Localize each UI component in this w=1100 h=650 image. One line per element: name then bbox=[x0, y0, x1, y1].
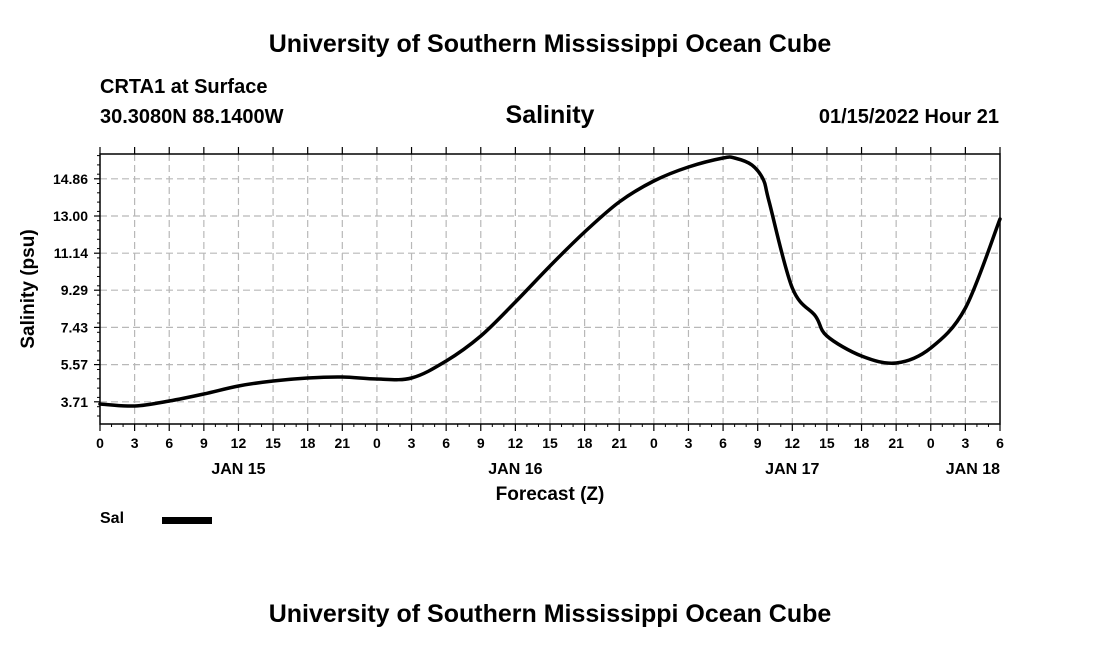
day-labels: JAN 15 JAN 16 JAN 17 JAN 18 bbox=[211, 461, 1000, 478]
station-label: CRTA1 at Surface bbox=[100, 76, 268, 98]
x-tick-label: 18 bbox=[300, 435, 316, 451]
x-tick-label: 6 bbox=[719, 435, 727, 451]
x-tick-label: 12 bbox=[508, 435, 524, 451]
y-tick-label: 13.00 bbox=[53, 208, 88, 224]
salinity-series-line bbox=[98, 155, 1002, 408]
legend-swatch bbox=[162, 517, 212, 524]
station-coordinates: 30.3080N 88.1400W bbox=[100, 106, 284, 128]
y-tick-label: 5.57 bbox=[61, 357, 88, 373]
x-tick-label: 0 bbox=[650, 435, 658, 451]
x-tick-label: 6 bbox=[442, 435, 450, 451]
x-tick-label: 9 bbox=[477, 435, 485, 451]
x-tick-label: 3 bbox=[961, 435, 969, 451]
x-tick-labels: 0 3 6 9 12 15 18 21 0 3 6 9 12 15 18 21 0 3 6 9 12 15 18 21 0 3 6 bbox=[96, 435, 1004, 451]
x-tick-label: 6 bbox=[165, 435, 173, 451]
day-label: JAN 15 bbox=[211, 461, 265, 478]
page-title: University of Southern Mississippi Ocean… bbox=[268, 30, 832, 58]
plot-frame bbox=[99, 153, 1001, 425]
chart-title: Salinity bbox=[505, 101, 595, 129]
x-tick-label: 0 bbox=[96, 435, 104, 451]
footer-title: University of Southern Mississippi Ocean… bbox=[268, 600, 832, 628]
x-tick-label: 0 bbox=[927, 435, 935, 451]
x-tick-label: 3 bbox=[408, 435, 416, 451]
x-tick-label: 15 bbox=[542, 435, 558, 451]
day-label: JAN 16 bbox=[488, 461, 542, 478]
x-tick-label: 21 bbox=[611, 435, 627, 451]
x-tick-label: 15 bbox=[265, 435, 281, 451]
y-tick-label: 3.71 bbox=[61, 394, 88, 410]
x-tick-label: 0 bbox=[373, 435, 381, 451]
y-tick-label: 7.43 bbox=[61, 319, 88, 335]
x-tick-label: 3 bbox=[685, 435, 693, 451]
x-tick-label: 6 bbox=[996, 435, 1004, 451]
day-label: JAN 18 bbox=[946, 461, 1000, 478]
y-axis-label: Salinity (psu) bbox=[18, 229, 39, 348]
x-tick-label: 9 bbox=[754, 435, 762, 451]
x-tick-label: 12 bbox=[231, 435, 247, 451]
x-tick-label: 21 bbox=[335, 435, 351, 451]
y-tick-labels: 3.71 5.57 7.43 9.29 11.14 13.00 14.86 bbox=[53, 171, 88, 410]
x-tick-label: 12 bbox=[785, 435, 801, 451]
x-tick-label: 3 bbox=[131, 435, 139, 451]
x-tick-label: 18 bbox=[854, 435, 870, 451]
y-tick-label: 9.29 bbox=[61, 282, 88, 298]
chart-grid bbox=[100, 154, 1000, 424]
x-tick-label: 21 bbox=[888, 435, 904, 451]
y-tick-label: 14.86 bbox=[53, 171, 88, 187]
y-tick-label: 11.14 bbox=[54, 245, 88, 261]
x-axis-label: Forecast (Z) bbox=[496, 484, 605, 505]
forecast-datetime: 01/15/2022 Hour 21 bbox=[818, 106, 999, 128]
x-tick-label: 15 bbox=[819, 435, 835, 451]
x-tick-label: 9 bbox=[200, 435, 208, 451]
x-tick-label: 18 bbox=[577, 435, 593, 451]
day-label: JAN 17 bbox=[765, 461, 819, 478]
legend-label: Sal bbox=[100, 510, 125, 527]
